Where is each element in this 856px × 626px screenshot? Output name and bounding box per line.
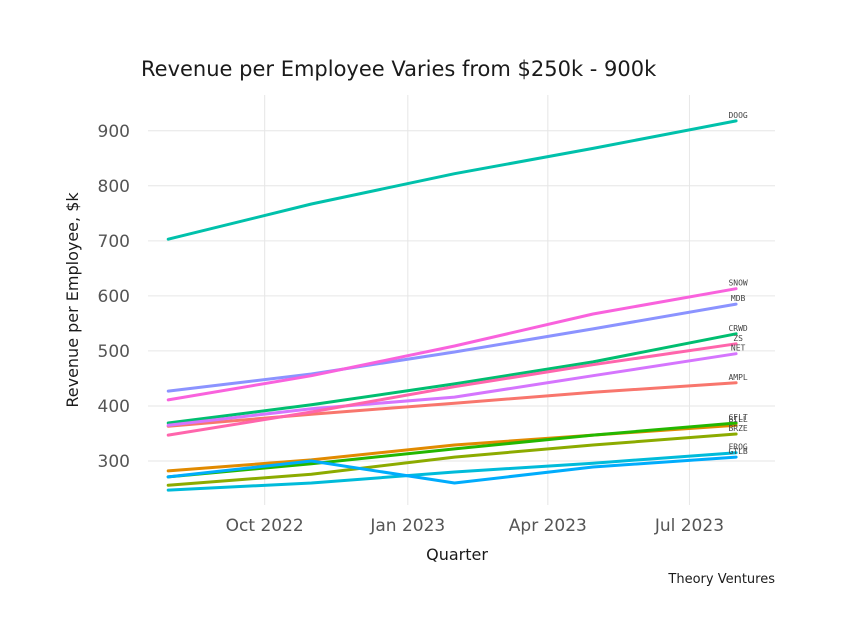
series-line-snow [166, 287, 738, 402]
series-line-crwd [166, 332, 738, 425]
series-label-mdb: MDB [731, 294, 746, 303]
gridlines [148, 95, 775, 505]
x-axis-title: Quarter [426, 545, 488, 564]
series-line-ampl [166, 381, 738, 428]
y-tick-label: 600 [98, 287, 130, 307]
series-label-ampl: AMPL [728, 373, 747, 382]
series-line-zs [166, 342, 738, 437]
series-label-frog: FROG [728, 443, 747, 452]
y-axis-title: Revenue per Employee, $k [63, 192, 82, 408]
series-label-gtlb: GTLB [728, 447, 747, 456]
series-label-bill: BILL [728, 415, 747, 424]
x-tick-label: Oct 2022 [226, 516, 304, 536]
x-tick-label: Jan 2023 [369, 516, 445, 536]
y-tick-label: 500 [98, 342, 130, 362]
y-tick-label: 300 [98, 452, 130, 472]
y-tick-label: 800 [98, 177, 130, 197]
chart-title: Revenue per Employee Varies from $250k -… [141, 57, 657, 81]
x-tick-label: Jul 2023 [654, 516, 724, 536]
series-label-brze: BRZE [728, 424, 747, 433]
series-label-net: NET [731, 344, 746, 353]
x-axis-ticks: Oct 2022 Jan 2023 Apr 2023 Jul 2023 [226, 516, 724, 536]
series-label-zs: ZS [733, 334, 743, 343]
series-line-brze [166, 432, 738, 487]
x-tick-label: Apr 2023 [509, 516, 587, 536]
series-line-mdb [166, 302, 738, 393]
chart-caption: Theory Ventures [667, 572, 775, 587]
series-line-gtlb [166, 455, 738, 485]
y-tick-label: 900 [98, 122, 130, 142]
series-label-snow: SNOW [728, 279, 747, 288]
series-line-net [166, 352, 738, 427]
series-label-cflt: CFLT [728, 413, 747, 422]
series-label-crwd: CRWD [728, 324, 747, 333]
series-line-frog [166, 451, 738, 492]
y-axis-ticks: 300 400 500 600 700 800 900 [98, 122, 130, 472]
series-label-doog: DOOG [728, 111, 747, 120]
y-tick-label: 400 [98, 397, 130, 417]
y-tick-label: 700 [98, 232, 130, 252]
series-lines [166, 119, 738, 492]
series-line-cflt [166, 421, 738, 479]
series-line-doog [166, 119, 738, 241]
